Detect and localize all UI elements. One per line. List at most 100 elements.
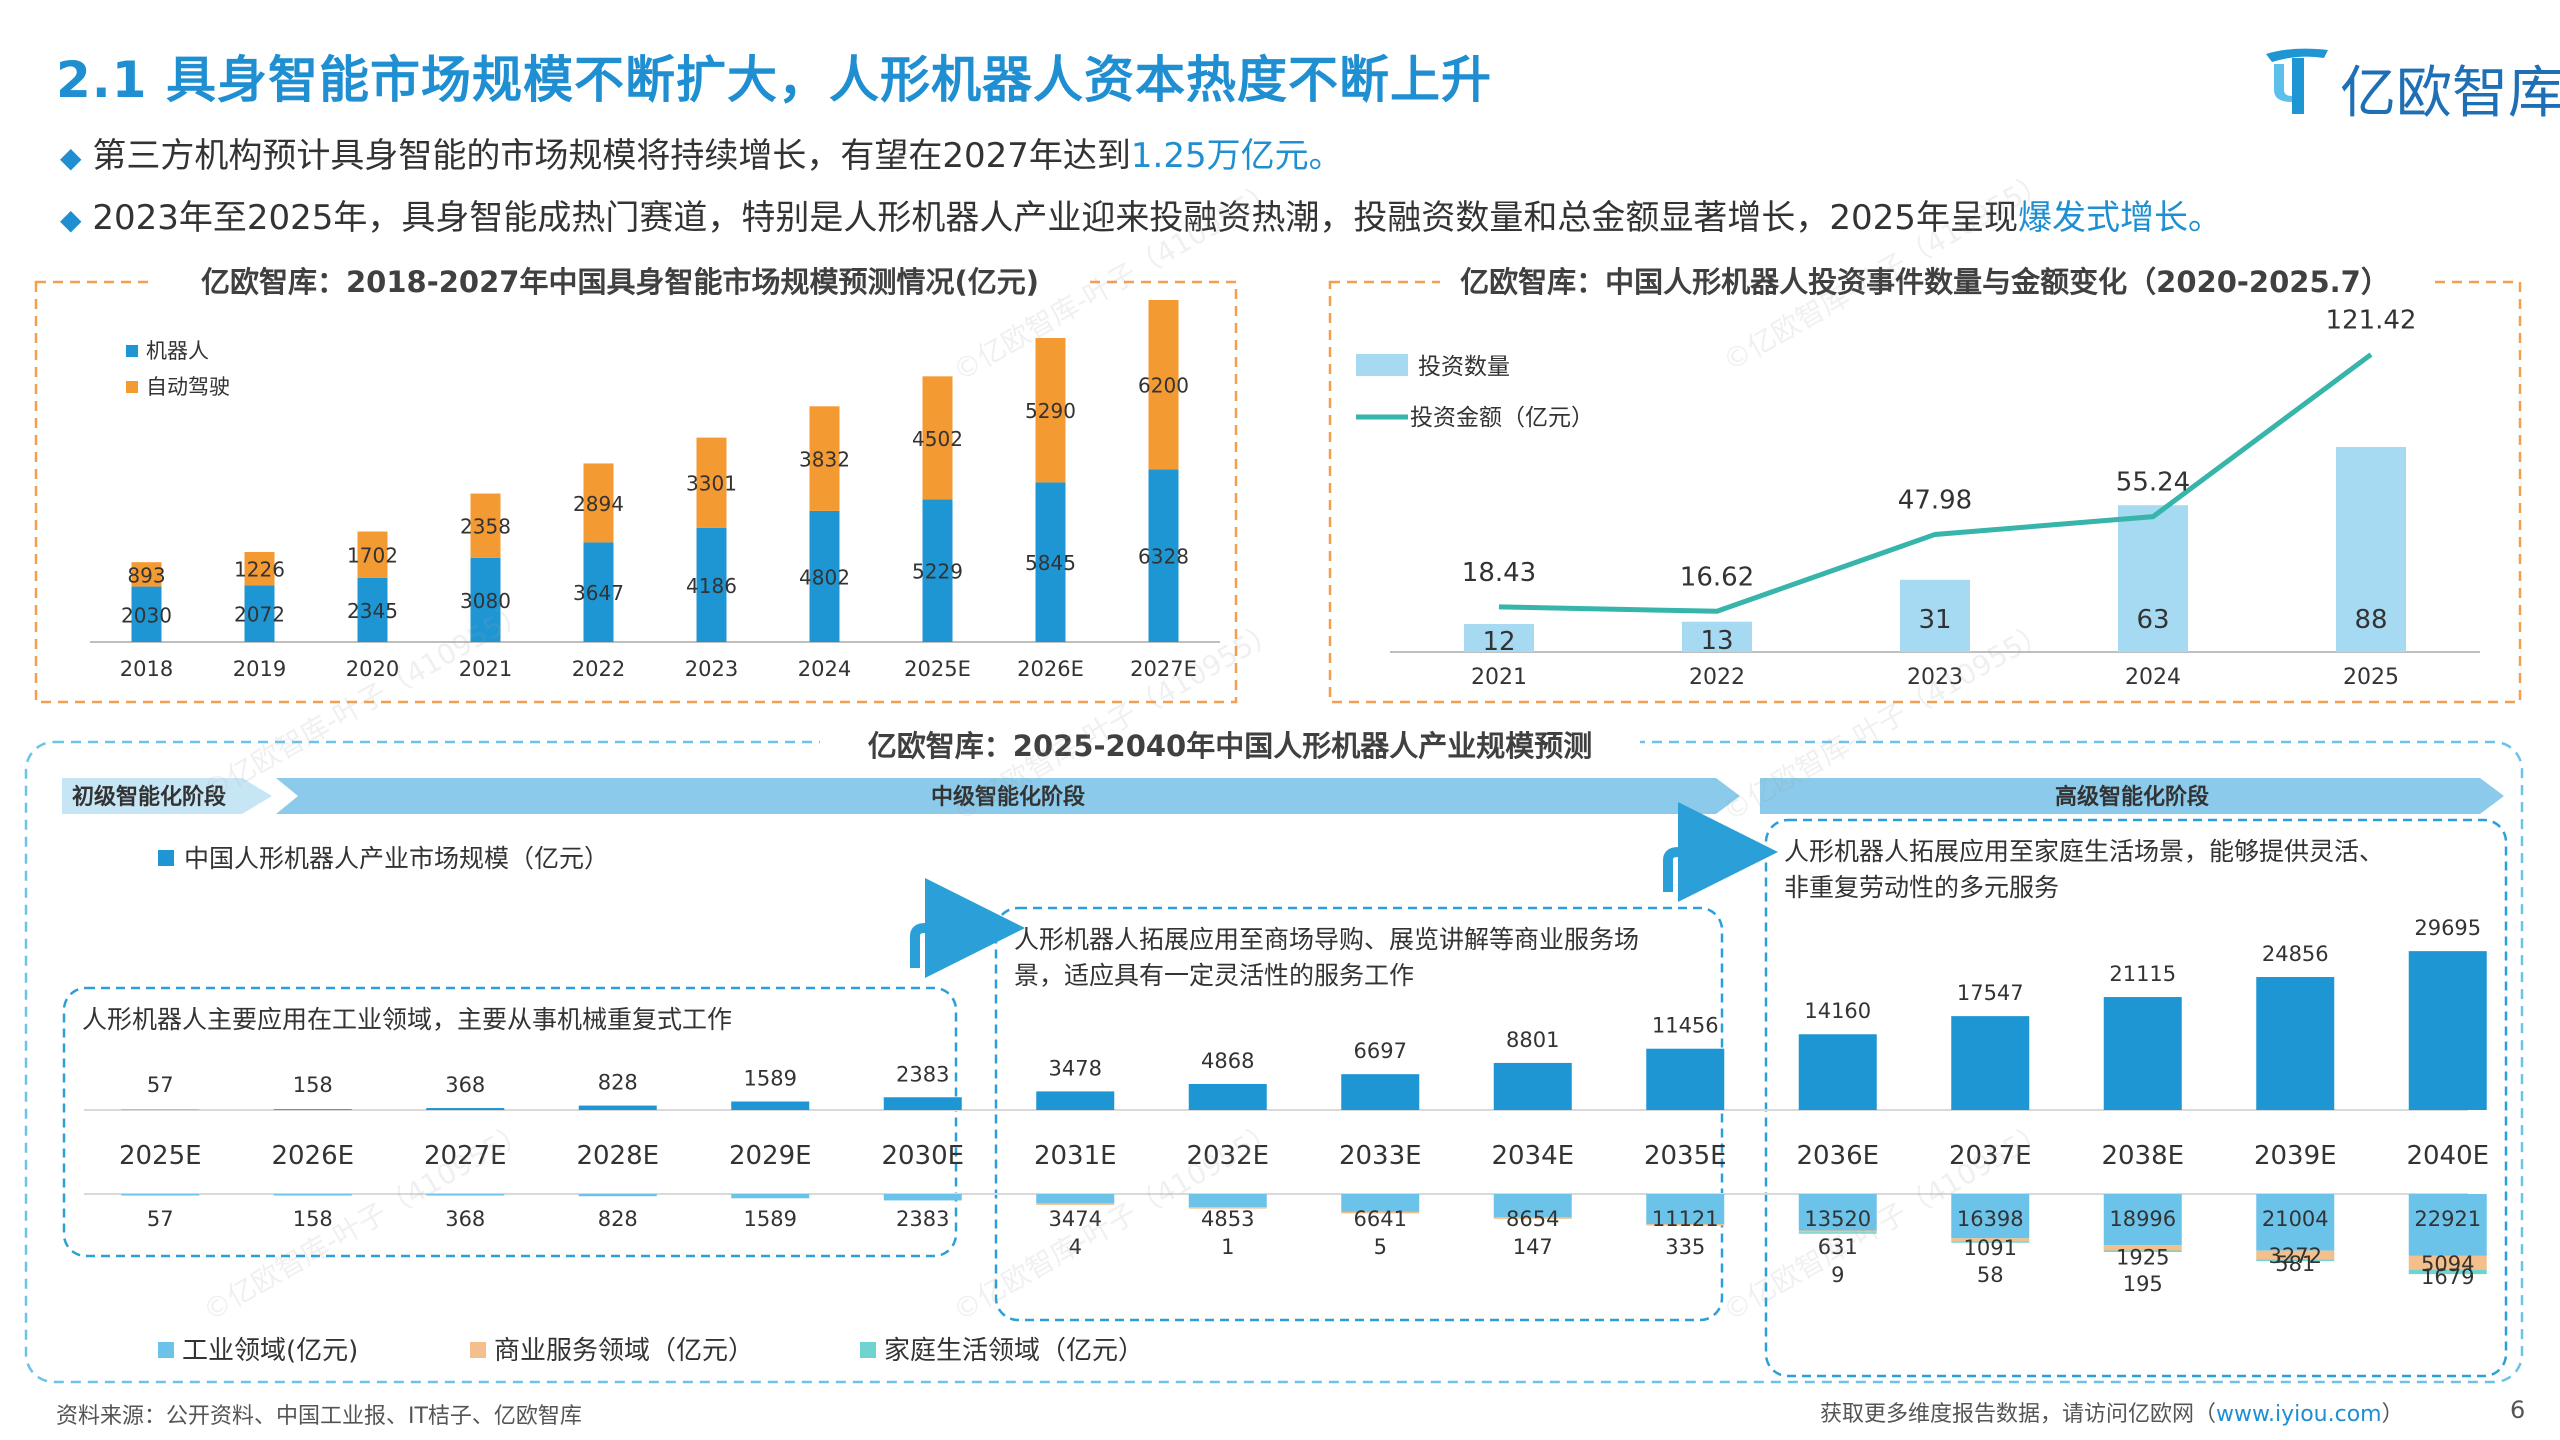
chart3-total-bar [1493,1062,1572,1110]
chart2-line-label: 55.24 [2116,468,2190,498]
chart3-industrial-label: 2383 [896,1207,949,1231]
chart3-total-label: 57 [147,1073,174,1097]
chart1-tick-label: 2025E [904,657,971,681]
chart1-label-robot: 5229 [912,560,963,584]
chart3-industrial-label: 18996 [2109,1207,2176,1231]
visit-link[interactable]: www.iyiou.com [2216,1402,2382,1427]
chart3-household-label: 9 [1831,1263,1844,1287]
chart3-commercial-bar [1951,1238,2030,1242]
chart1-legend-swatch [126,345,138,357]
chart1-label-auto: 6200 [1138,374,1189,398]
chart3-total-label: 21115 [2109,962,2176,986]
chart2-bar [2336,446,2406,652]
chart3-tick-label: 2026E [271,1141,354,1171]
chart3-household-label: 1679 [2421,1265,2474,1289]
chart1-bar-robot [583,542,614,642]
annotation-text: 人形机器人拓展应用至家庭生活场景，能够提供灵活、 [1784,837,2384,866]
annotation-text: 非重复劳动性的多元服务 [1784,873,2059,902]
chart3-household-bar [2408,1269,2487,1275]
chart3-total-bar [426,1108,505,1110]
chart2-line-label: 18.43 [1462,558,1536,588]
chart1-label-robot: 3080 [460,589,511,613]
chart2-bar [1682,621,1752,652]
chart1-bar-robot [922,499,953,642]
chart3-tick-label: 2027E [424,1141,507,1171]
chart2-bar-label: 31 [1918,605,1951,635]
chart1-bar-robot [1035,482,1066,642]
chart3-tick-label: 2030E [881,1141,964,1171]
chart2-bar-label: 13 [1700,626,1733,656]
chart3-industrial-bar [1646,1194,1725,1225]
chart3-industrial-bar [121,1194,200,1196]
bullet-1-text: 第三方机构预计具身智能的市场规模将持续增长，有望在2027年达到 [92,136,1131,176]
chart3-title: 亿欧智库：2025-2040年中国人形机器人产业规模预测 [868,729,1592,763]
chart3-total-label: 4868 [1201,1049,1254,1073]
chart3-total-bar [1646,1048,1725,1110]
chart1-bar-robot [696,527,727,642]
chart3-industrial-label: 3474 [1049,1207,1102,1231]
chart3-household-label: 581 [2275,1252,2315,1276]
stage-label: 初级智能化阶段 [72,784,226,810]
chart1-legend-swatch [126,381,138,393]
chart1-label-auto: 5290 [1025,399,1076,423]
chart3-industrial-label: 13520 [1804,1207,1871,1231]
chart3-total-label: 8801 [1506,1028,1559,1052]
chart3-industrial-label: 1589 [744,1207,797,1231]
chart3-industrial-bar [1798,1194,1877,1231]
chart3-industrial-bar [578,1194,657,1197]
chart1-label-auto: 2358 [460,515,511,539]
bullet-2: ◆ 2023年至2025年，具身智能成热门赛道，特别是人形机器人产业迎来投融资热… [60,190,2222,239]
chart3-total-label: 2383 [896,1062,949,1086]
chart3-tick-label: 2033E [1339,1141,1422,1171]
chart3-tick-label: 2039E [2254,1141,2337,1171]
chart1-bar-robot [244,585,275,642]
chart3-industrial-bar [1951,1194,2030,1239]
chart1-bar-auto [244,551,275,586]
chart3-total-label: 17547 [1957,981,2024,1005]
chart1-title: 亿欧智库：2018-2027年中国具身智能市场规模预测情况(亿元) [201,265,1039,299]
chart2-legend-line-label: 投资金额（亿元） [1410,405,1594,431]
bullet-1: ◆ 第三方机构预计具身智能的市场规模将持续增长，有望在2027年达到1.25万亿… [60,128,1343,177]
stage-label: 中级智能化阶段 [931,784,1085,810]
chart3-commercial-bar [1646,1224,1725,1226]
chart1-tick-label: 2026E [1017,657,1084,681]
chart3-industrial-label: 11121 [1652,1207,1719,1231]
chart1-label-robot: 6328 [1138,545,1189,569]
chart1-label-robot: 2030 [121,603,172,627]
chart3-legend-total-swatch [158,850,174,866]
chart3-commercial-bar [1188,1207,1267,1209]
chart2-title-bg [1440,262,2430,302]
visit-prefix: 获取更多维度报告数据，请访问亿欧网（ [1820,1402,2217,1427]
annotation-box [62,986,958,1258]
bullet-1-highlight: 1.25万亿元。 [1130,136,1343,176]
diamond-bullet-icon: ◆ [60,141,82,174]
chart3-legend-label: 家庭生活领域（亿元） [884,1336,1144,1366]
chart3-tick-label: 2031E [1034,1141,1117,1171]
chart3-commercial-bar [2103,1245,2182,1251]
chart2-tick-label: 2025 [2343,665,2399,690]
chart3-household-bar [1798,1232,1877,1234]
chart3-total-bar [2103,997,2182,1110]
page-title: 2.1 具身智能市场规模不断扩大，人形机器人资本热度不断上升 [56,51,1492,109]
chart3-industrial-bar [883,1194,962,1201]
chart3-commercial-label: 1 [1221,1235,1234,1259]
chart3-commercial-label: 5094 [2421,1252,2474,1276]
chart1-tick-label: 2020 [346,657,399,681]
chart2-tick-label: 2024 [2125,665,2181,690]
annotation-text: 人形机器人主要应用在工业领域，主要从事机械重复式工作 [82,1005,732,1034]
chart3-legend-swatch [860,1342,876,1358]
chart3-industrial-bar [1493,1194,1572,1218]
chart1-bar-auto [1148,299,1179,470]
chart3-total-bar [1341,1074,1420,1110]
chart1-label-auto: 1226 [234,558,285,582]
transition-arrow-icon [1663,802,1778,902]
chart3-commercial-label: 1091 [1964,1236,2017,1260]
chart3-total-label: 1589 [744,1066,797,1090]
chart1-label-robot: 2345 [347,599,398,623]
chart3-tick-label: 2036E [1796,1141,1879,1171]
chart1-label-auto: 4502 [912,427,963,451]
chart3-tick-label: 2029E [729,1141,812,1171]
chart3-household-label: 195 [2123,1272,2163,1296]
chart3-total-label: 11456 [1652,1014,1719,1038]
